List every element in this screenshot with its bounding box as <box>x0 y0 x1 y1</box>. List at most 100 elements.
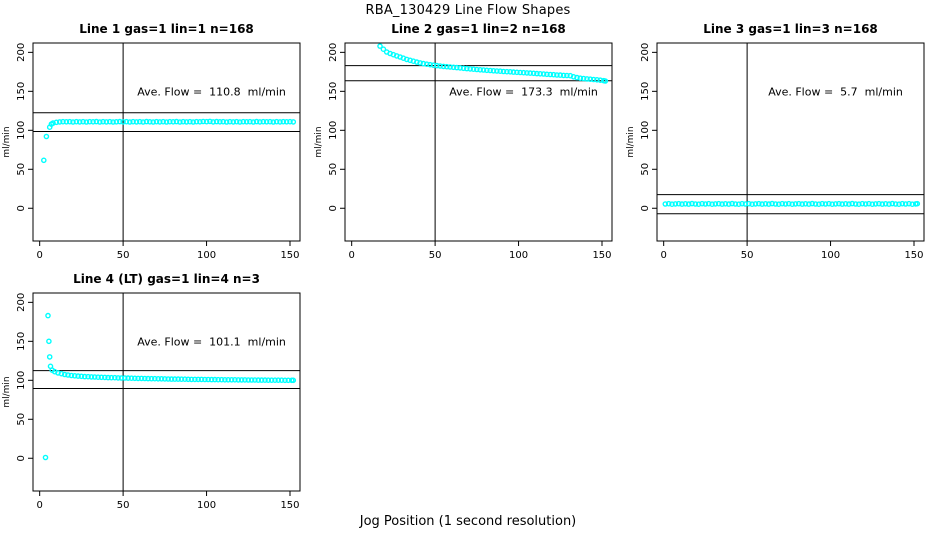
data-point <box>217 119 223 125</box>
data-point <box>580 75 587 82</box>
data-point <box>273 118 280 125</box>
data-point <box>46 338 52 345</box>
data-point <box>665 200 672 207</box>
data-point <box>240 118 247 125</box>
x-tick-label: 100 <box>197 250 216 261</box>
y-tick-label: 100 <box>16 371 27 390</box>
plot-box <box>656 42 925 242</box>
data-point <box>245 377 252 383</box>
subplot-svg: 0 50 100 150 0 50 100 150 200 ml/min Line 3 gas=1 … <box>626 22 925 261</box>
data-point <box>146 119 153 125</box>
data-point <box>165 376 171 382</box>
data-point <box>128 375 135 381</box>
data-point <box>262 377 268 383</box>
data-point <box>872 201 879 207</box>
data-point <box>232 377 238 383</box>
data-point <box>150 119 156 125</box>
data-point <box>268 377 275 383</box>
data-point <box>879 201 886 207</box>
data-point <box>192 376 198 383</box>
figure-x-axis-label: Jog Position (1 second resolution) <box>359 514 577 529</box>
data-point <box>187 118 193 125</box>
data-point <box>590 76 597 83</box>
data-point <box>736 201 742 207</box>
x-tick-label: 100 <box>197 500 216 511</box>
data-point <box>252 377 258 383</box>
data-point <box>237 119 243 125</box>
y-tick-label: 150 <box>640 82 651 101</box>
data-point <box>795 200 802 207</box>
data-point <box>86 118 93 125</box>
data-point <box>826 200 832 207</box>
data-point <box>180 118 186 125</box>
data-point <box>547 71 554 78</box>
y-tick-label: 0 <box>16 205 27 211</box>
data-point <box>839 201 845 207</box>
data-point <box>709 201 715 207</box>
data-point <box>534 70 540 77</box>
ave-flow-annotation: Ave. Flow = 173.3 ml/min <box>449 85 598 98</box>
data-point <box>689 200 695 207</box>
data-point <box>257 119 263 125</box>
data-point <box>892 201 899 207</box>
data-point <box>243 119 250 125</box>
data-point <box>742 201 749 207</box>
data-point <box>290 119 297 125</box>
data-point <box>443 63 450 70</box>
y-tick-label: 100 <box>328 121 339 140</box>
data-point <box>430 62 437 69</box>
x-tick-label: 150 <box>280 250 299 261</box>
data-point <box>672 201 679 207</box>
subplot-title: Line 1 gas=1 lin=1 n=168 <box>79 22 254 36</box>
data-point <box>902 201 909 207</box>
data-point <box>447 64 453 70</box>
data-point <box>102 374 108 381</box>
data-point <box>669 201 675 207</box>
data-point <box>836 200 842 207</box>
data-point <box>227 118 233 125</box>
data-point <box>414 59 420 65</box>
data-point <box>685 201 692 207</box>
data-point <box>135 375 141 382</box>
data-point <box>832 201 839 207</box>
x-tick-label: 150 <box>280 500 299 511</box>
data-point <box>93 118 100 125</box>
data-point <box>188 376 195 383</box>
data-point <box>138 375 145 382</box>
data-point <box>450 64 457 71</box>
y-tick-label: 50 <box>16 163 27 176</box>
data-point <box>80 118 86 125</box>
data-point <box>417 60 423 66</box>
data-point <box>564 72 570 79</box>
data-point <box>574 74 580 81</box>
data-point <box>856 201 862 207</box>
data-point <box>228 377 235 383</box>
data-point <box>765 201 772 207</box>
data-points <box>662 200 921 207</box>
data-point <box>81 373 88 380</box>
data-point <box>460 65 467 72</box>
data-point <box>43 133 50 140</box>
data-point <box>230 119 237 125</box>
subplot-line-1: 0 50 100 150 0 50 100 150 200 ml/min Line 1 gas=1 … <box>0 16 312 268</box>
data-point <box>497 68 503 75</box>
data-point <box>914 200 921 207</box>
data-point <box>66 118 73 125</box>
data-point <box>719 201 725 207</box>
data-point <box>762 200 769 207</box>
data-point <box>906 200 912 207</box>
data-point <box>166 118 173 125</box>
data-point <box>722 200 729 207</box>
data-point <box>140 119 146 125</box>
y-tick-label: 150 <box>16 82 27 101</box>
data-point <box>597 77 604 83</box>
data-point <box>819 200 825 207</box>
data-point <box>802 200 809 207</box>
data-point <box>278 377 285 383</box>
data-point <box>153 118 160 125</box>
data-point <box>195 376 201 383</box>
x-tick-label: 50 <box>741 250 754 261</box>
x-tick-label: 150 <box>904 250 923 261</box>
y-tick-label: 200 <box>16 293 27 312</box>
